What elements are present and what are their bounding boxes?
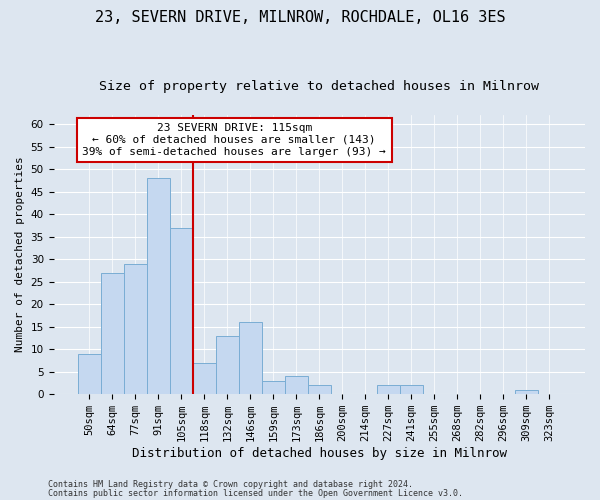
X-axis label: Distribution of detached houses by size in Milnrow: Distribution of detached houses by size … [132, 447, 507, 460]
Bar [400, 385, 423, 394]
Bar [124, 264, 147, 394]
Bar [308, 385, 331, 394]
Bar [193, 362, 216, 394]
Bar [216, 336, 239, 394]
Bar [515, 390, 538, 394]
Bar [77, 354, 101, 394]
Y-axis label: Number of detached properties: Number of detached properties [15, 156, 25, 352]
Bar [170, 228, 193, 394]
Bar [101, 272, 124, 394]
Bar [377, 385, 400, 394]
Text: Contains HM Land Registry data © Crown copyright and database right 2024.: Contains HM Land Registry data © Crown c… [48, 480, 413, 489]
Bar [262, 380, 285, 394]
Bar [147, 178, 170, 394]
Text: Contains public sector information licensed under the Open Government Licence v3: Contains public sector information licen… [48, 488, 463, 498]
Text: 23, SEVERN DRIVE, MILNROW, ROCHDALE, OL16 3ES: 23, SEVERN DRIVE, MILNROW, ROCHDALE, OL1… [95, 10, 505, 25]
Bar [285, 376, 308, 394]
Text: 23 SEVERN DRIVE: 115sqm
← 60% of detached houses are smaller (143)
39% of semi-d: 23 SEVERN DRIVE: 115sqm ← 60% of detache… [82, 124, 386, 156]
Title: Size of property relative to detached houses in Milnrow: Size of property relative to detached ho… [99, 80, 539, 93]
Bar [239, 322, 262, 394]
